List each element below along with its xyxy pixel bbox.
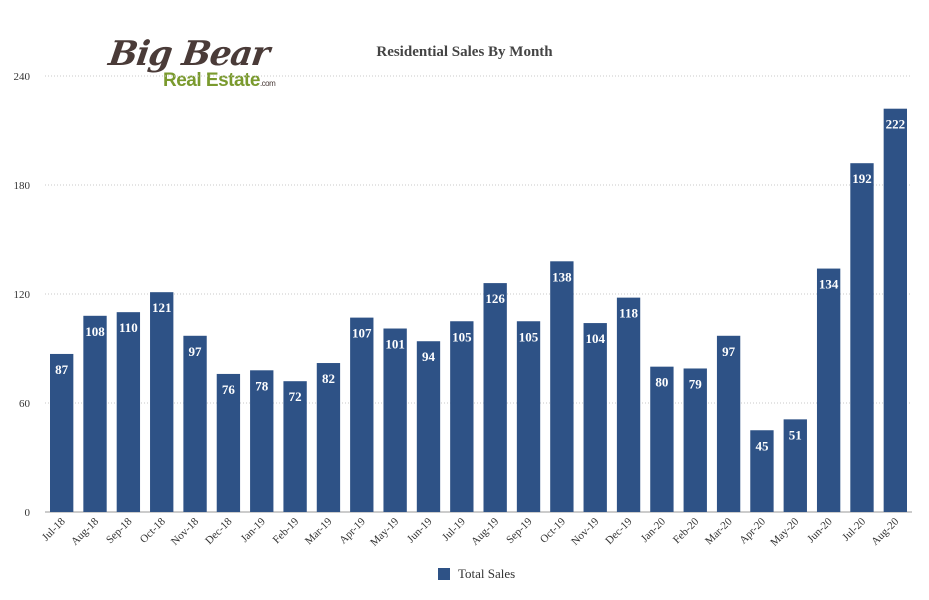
data-label: 80	[655, 375, 668, 390]
x-tick-label: Dec-19	[603, 515, 635, 547]
x-tick-label: Jul-20	[840, 515, 868, 543]
bar[interactable]	[416, 341, 441, 512]
data-label: 79	[689, 376, 703, 391]
bar[interactable]	[550, 261, 574, 512]
bar[interactable]	[83, 315, 107, 512]
data-label: 87	[55, 362, 69, 377]
data-label: 51	[789, 427, 802, 442]
data-label: 222	[886, 117, 906, 132]
data-label: 45	[755, 438, 769, 453]
x-tick-label: Aug-18	[69, 515, 102, 548]
x-tick-label: Aug-20	[869, 515, 902, 548]
x-tick-label: Jun-19	[405, 515, 435, 545]
x-tick-label: Aug-19	[469, 515, 502, 548]
data-label: 138	[552, 269, 572, 284]
bar[interactable]	[450, 321, 474, 512]
bar[interactable]	[616, 297, 641, 512]
bar[interactable]	[483, 283, 507, 512]
bar[interactable]	[783, 419, 807, 512]
x-tick-label: Mar-19	[303, 515, 335, 547]
x-tick-label: Apr-20	[737, 515, 768, 546]
bar[interactable]	[750, 430, 774, 512]
bar[interactable]	[683, 368, 707, 512]
bar[interactable]	[150, 292, 174, 512]
data-label: 108	[85, 324, 105, 339]
legend-swatch	[438, 568, 450, 580]
big-bear-logo: Big Bear Real Estate.com	[105, 34, 290, 96]
data-label: 134	[819, 277, 839, 292]
chart-legend[interactable]: Total Sales	[438, 566, 515, 582]
legend-label: Total Sales	[458, 566, 516, 581]
data-label: 105	[452, 329, 472, 344]
bar[interactable]	[216, 373, 241, 512]
x-tick-label: Jan-19	[239, 515, 269, 545]
x-tick-label: Nov-18	[169, 515, 202, 548]
bar[interactable]	[650, 366, 674, 512]
bar[interactable]	[816, 268, 841, 512]
bar[interactable]	[250, 370, 274, 512]
data-label: 192	[852, 171, 872, 186]
x-tick-label: Feb-20	[671, 515, 702, 546]
logo-bottom-text: Real Estate.com	[163, 70, 276, 92]
bar[interactable]	[583, 323, 607, 512]
bar[interactable]	[283, 381, 307, 512]
x-tick-label: Sep-19	[504, 515, 535, 546]
x-tick-label: Apr-19	[337, 515, 368, 546]
bar[interactable]	[716, 335, 741, 512]
logo-bottom-main: Real Estate	[163, 70, 260, 91]
data-label: 94	[422, 349, 436, 364]
x-tick-label: Mar-20	[703, 515, 735, 547]
y-tick-label: 0	[25, 507, 31, 519]
bar[interactable]	[850, 163, 874, 512]
data-label: 76	[222, 382, 236, 397]
x-tick-label: Oct-19	[538, 515, 568, 545]
bar[interactable]	[183, 335, 207, 512]
x-tick-label: Nov-19	[569, 515, 602, 548]
y-tick-label: 60	[19, 398, 31, 410]
logo-suffix: .com	[259, 79, 276, 88]
bar[interactable]	[383, 328, 407, 512]
bar[interactable]	[883, 108, 907, 512]
y-tick-label: 120	[14, 289, 31, 301]
x-tick-label: Sep-18	[104, 515, 135, 546]
data-label: 78	[255, 378, 269, 393]
bar[interactable]	[116, 312, 141, 512]
chart-title: Residential Sales By Month	[376, 44, 553, 60]
data-label: 107	[352, 326, 372, 341]
x-tick-label: Jul-19	[440, 515, 468, 543]
x-tick-label: Feb-19	[271, 515, 302, 546]
bar[interactable]	[316, 363, 341, 512]
data-label: 97	[189, 344, 203, 359]
data-label: 105	[519, 329, 539, 344]
bar[interactable]	[50, 353, 74, 512]
data-label: 104	[585, 331, 605, 346]
data-label: 97	[722, 344, 736, 359]
x-tick-label: Jul-18	[40, 515, 68, 543]
x-tick-label: Oct-18	[138, 515, 168, 545]
data-label: 118	[619, 306, 638, 321]
x-tick-label: Jan-20	[639, 515, 669, 545]
data-label: 101	[385, 337, 405, 352]
x-tick-label: May-20	[768, 515, 801, 548]
x-tick-label: Jun-20	[805, 515, 835, 545]
data-label: 121	[152, 300, 172, 315]
x-tick-label: Dec-18	[203, 515, 235, 547]
bar[interactable]	[350, 317, 374, 512]
data-label: 72	[289, 389, 302, 404]
x-tick-label: May-19	[368, 515, 401, 548]
y-tick-label: 240	[14, 71, 31, 83]
bar[interactable]	[516, 321, 541, 512]
data-label: 110	[119, 320, 138, 335]
data-label: 82	[322, 371, 335, 386]
data-label: 126	[485, 291, 505, 306]
y-tick-label: 180	[14, 180, 31, 192]
